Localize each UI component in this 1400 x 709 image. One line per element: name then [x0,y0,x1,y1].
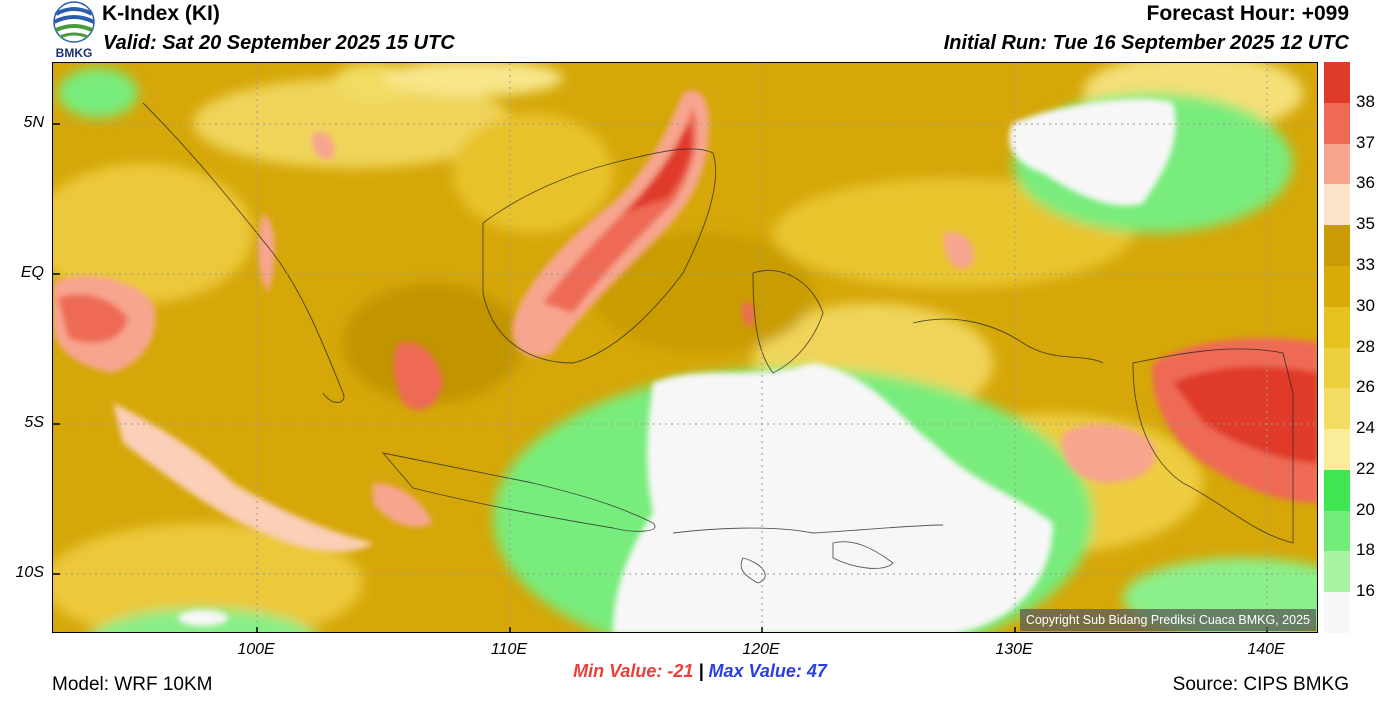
model-label: Model: WRF 10KM [52,674,213,695]
lon-label-140e: 140E [1247,641,1285,658]
lat-label-5s: 5S [24,414,44,431]
colorbar-label: 16 [1356,581,1375,601]
high-ki-area [53,90,1317,552]
lon-label-130e: 130E [995,641,1033,658]
colorbar-label: 36 [1356,173,1375,193]
colorbar-segment [1324,551,1350,593]
copyright-notice: Copyright Sub Bidang Prediksi Cuaca BMKG… [1019,609,1316,631]
graticule [53,63,1317,632]
colorbar-segment [1324,306,1350,348]
colorbar-label: 20 [1356,499,1375,519]
map-canvas [53,63,1317,632]
lon-label-100e: 100E [237,641,275,658]
colorbar-label: 30 [1356,295,1375,315]
colorbar-segment [1324,102,1350,145]
min-max-values: Min Value: -21 | Max Value: 47 [0,661,1400,682]
colorbar-segment [1324,469,1350,512]
map-title: K-Index (KI) [102,2,220,25]
lon-label-110e: 110E [490,641,528,658]
colorbar-label: 22 [1356,458,1375,478]
logo-text: BMKG [56,46,93,60]
source-label: Source: CIPS BMKG [1172,674,1349,695]
lon-label-120e: 120E [742,641,780,658]
colorbar-segment [1324,388,1350,430]
separator: | [698,661,704,681]
lat-label-5n: 5N [23,114,44,131]
low-ki-area [178,99,1176,632]
colorbar-label: 35 [1356,214,1375,234]
coastlines [142,102,1294,584]
max-value: Max Value: 47 [708,661,827,681]
bmkg-logo: BMKG [50,0,102,60]
colorbar-segment [1324,225,1350,267]
colorbar-segment [1324,184,1350,226]
valid-time: Valid: Sat 20 September 2025 15 UTC [103,32,455,54]
lat-label-10s: 10S [15,564,44,581]
colorbar-label: 33 [1356,254,1375,274]
colorbar-label: 24 [1356,418,1375,438]
colorbar [1324,62,1350,634]
colorbar-label: 26 [1356,377,1375,397]
forecast-hour: Forecast Hour: +099 [1146,2,1350,25]
lat-label-eq: EQ [20,264,44,281]
colorbar-label: 28 [1356,336,1375,356]
colorbar-segment [1324,510,1350,552]
colorbar-segment [1324,347,1350,389]
colorbar-segment [1324,143,1350,185]
colorbar-label: 18 [1356,540,1375,560]
colorbar-label: 38 [1356,91,1375,111]
colorbar-segment [1324,62,1350,104]
colorbar-segment [1324,592,1350,634]
colorbar-segment [1324,265,1350,308]
min-value: Min Value: -21 [573,661,694,681]
k-index-map: Copyright Sub Bidang Prediksi Cuaca BMKG… [52,62,1318,633]
colorbar-segment [1324,429,1350,471]
colorbar-label: 37 [1356,132,1375,152]
initial-run: Initial Run: Tue 16 September 2025 12 UT… [943,32,1349,54]
